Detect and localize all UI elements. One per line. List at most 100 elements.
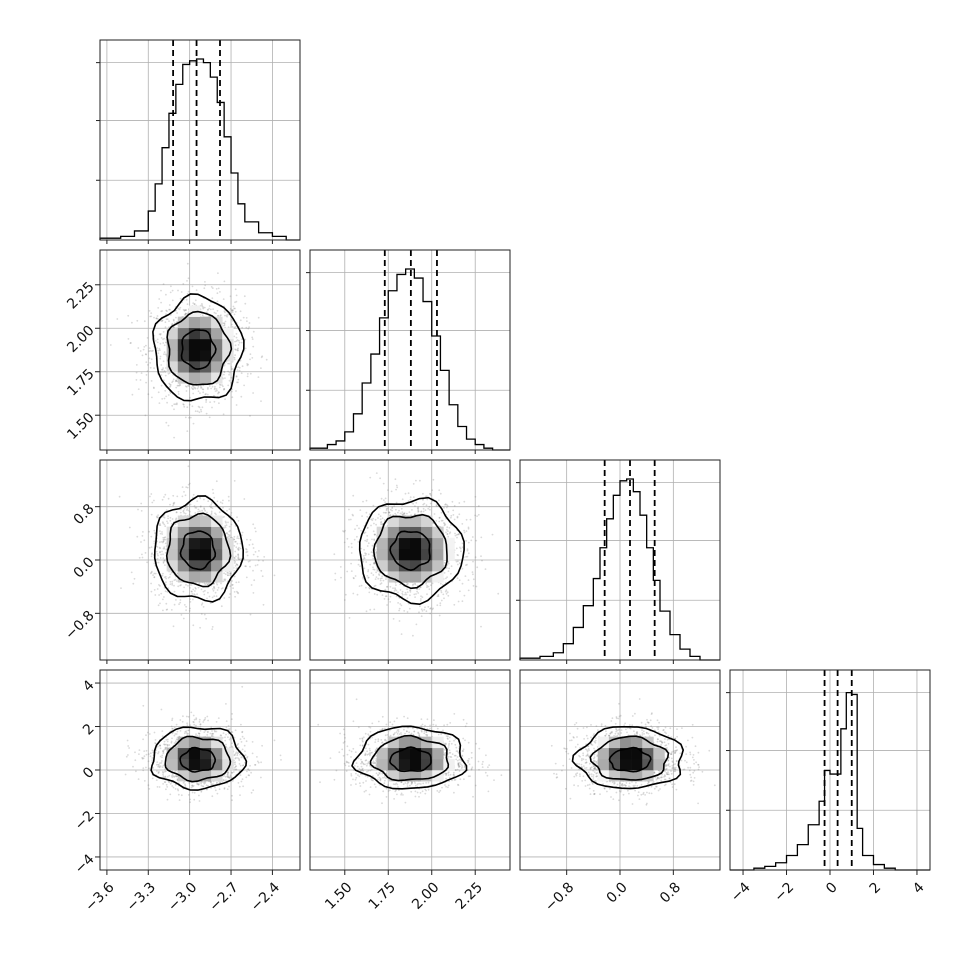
sample-point xyxy=(210,783,213,785)
sample-point xyxy=(394,587,396,590)
sample-point xyxy=(236,516,238,519)
sample-point xyxy=(145,353,148,356)
density-cell xyxy=(410,548,422,561)
sample-point xyxy=(382,579,385,582)
sample-point xyxy=(196,410,199,413)
sample-point xyxy=(450,565,453,568)
sample-point xyxy=(211,297,214,300)
sample-point xyxy=(200,603,203,606)
sample-point xyxy=(173,501,176,504)
sample-point xyxy=(243,384,246,387)
sample-point xyxy=(159,551,161,554)
sample-point xyxy=(159,342,162,345)
sample-point xyxy=(376,593,379,596)
sample-point xyxy=(463,500,466,503)
sample-point xyxy=(380,582,383,585)
density-cell xyxy=(398,537,411,550)
sample-point xyxy=(414,596,416,598)
sample-point xyxy=(235,390,237,392)
sample-point xyxy=(162,553,164,556)
sample-point xyxy=(206,511,208,514)
sample-point xyxy=(184,453,186,455)
sample-point xyxy=(223,572,226,575)
sample-point xyxy=(151,396,153,399)
sample-point xyxy=(202,606,205,608)
sample-point xyxy=(128,526,131,529)
sample-point xyxy=(456,533,458,536)
sample-point xyxy=(228,534,231,536)
sample-point xyxy=(158,347,161,350)
sample-point xyxy=(373,561,376,564)
sample-point xyxy=(208,385,211,387)
sample-point xyxy=(447,530,449,533)
sample-point xyxy=(227,724,230,727)
sample-point xyxy=(429,607,432,609)
sample-point xyxy=(159,551,162,553)
sample-point xyxy=(189,416,192,419)
sample-point xyxy=(184,416,187,419)
sample-point xyxy=(144,552,147,554)
sample-point xyxy=(470,539,473,542)
sample-point xyxy=(339,566,342,568)
sample-point xyxy=(250,771,253,774)
sample-point xyxy=(220,582,222,585)
sample-point xyxy=(394,512,397,515)
sample-point xyxy=(363,548,365,551)
sample-point xyxy=(225,733,227,736)
sample-point xyxy=(346,570,349,573)
sample-point xyxy=(252,547,255,549)
sample-point xyxy=(227,572,230,574)
sample-point xyxy=(457,533,459,536)
density-cell xyxy=(188,537,201,550)
sample-point xyxy=(140,372,143,374)
sample-point xyxy=(224,573,227,576)
sample-point xyxy=(217,272,219,275)
sample-point xyxy=(164,371,167,374)
sample-point xyxy=(161,531,163,533)
sample-point xyxy=(443,561,446,564)
density-cell xyxy=(200,350,212,362)
sample-point xyxy=(231,780,234,782)
sample-point xyxy=(403,512,405,515)
sample-point xyxy=(145,344,147,347)
sample-point xyxy=(145,381,148,384)
sample-point xyxy=(231,311,234,314)
sample-point xyxy=(177,307,180,310)
sample-point xyxy=(150,571,153,574)
sample-point xyxy=(180,614,183,616)
sample-point xyxy=(204,393,207,396)
sample-point xyxy=(352,592,355,595)
sample-point xyxy=(365,552,368,555)
sample-point xyxy=(217,391,220,394)
sample-point xyxy=(223,371,226,374)
sample-point xyxy=(220,605,223,608)
sample-point xyxy=(163,496,165,498)
sample-point xyxy=(170,285,172,288)
sample-point xyxy=(245,565,247,568)
sample-point xyxy=(240,395,243,398)
sample-point xyxy=(185,609,188,612)
sample-point xyxy=(254,564,257,567)
density-cell xyxy=(432,560,444,572)
sample-point xyxy=(168,320,170,322)
sample-point xyxy=(204,281,206,283)
sample-point xyxy=(353,577,355,580)
sample-point xyxy=(428,505,431,508)
sample-point xyxy=(234,354,237,357)
density-cell xyxy=(166,350,179,362)
sample-point xyxy=(209,401,212,403)
sample-point xyxy=(207,591,209,594)
sample-point xyxy=(198,783,200,785)
sample-point xyxy=(155,550,158,553)
sample-point xyxy=(163,353,165,356)
sample-point xyxy=(163,770,166,773)
sample-point xyxy=(443,572,446,574)
sample-point xyxy=(183,491,185,493)
sample-point xyxy=(226,773,229,775)
sample-point xyxy=(351,513,354,516)
sample-point xyxy=(225,521,227,524)
sample-point xyxy=(162,598,164,601)
sample-point xyxy=(448,526,451,529)
sample-point xyxy=(384,588,387,591)
sample-point xyxy=(465,530,468,532)
